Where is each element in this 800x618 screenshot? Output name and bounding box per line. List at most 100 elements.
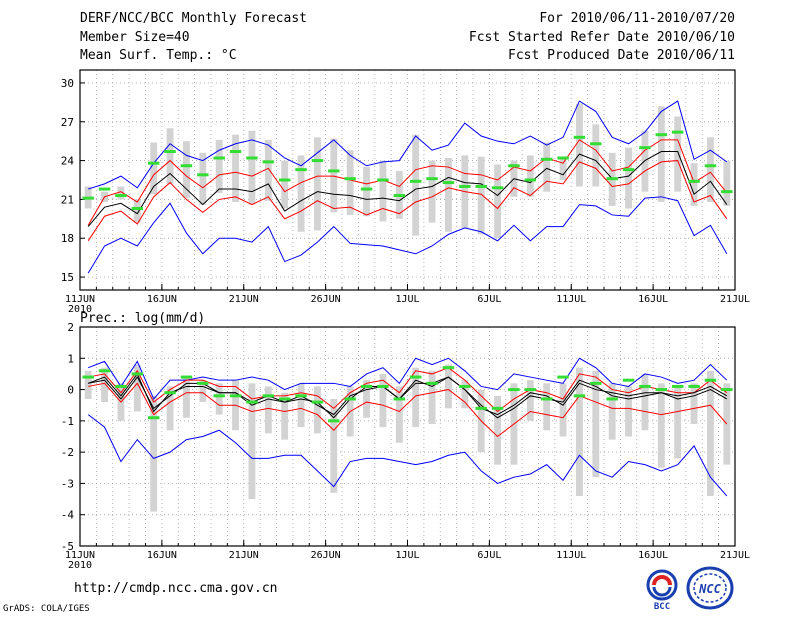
prec-ytick-label: -2 xyxy=(61,446,74,459)
temp-box xyxy=(674,116,682,192)
prec-box xyxy=(444,364,452,409)
temp-xtick-label: 11JUN xyxy=(65,294,95,305)
prec-ytick-label: -5 xyxy=(61,540,74,553)
temp-ytick-label: 18 xyxy=(61,232,74,245)
prec-ytick-label: -1 xyxy=(61,415,74,428)
bcc-logo: BCC xyxy=(646,569,678,611)
prec-series-median xyxy=(88,372,728,416)
temp-xtick-label: 16JUL xyxy=(638,294,668,305)
prec-box xyxy=(428,370,436,424)
prec-box xyxy=(248,383,256,500)
temp-box xyxy=(559,158,567,180)
prec-xtick-label: 26JUN xyxy=(311,550,341,561)
temp-box xyxy=(526,155,534,197)
prec-box xyxy=(575,367,583,496)
temp-xtick-label: 21JUL xyxy=(720,294,750,305)
prec-box xyxy=(625,386,633,437)
temp-xtick-label: 21JUN xyxy=(229,294,259,305)
temp-box xyxy=(182,141,190,199)
prec-box xyxy=(84,370,92,399)
prec-box xyxy=(559,383,567,437)
prec-box xyxy=(674,386,682,459)
temp-box xyxy=(313,137,321,231)
prec-series-mean xyxy=(88,376,728,419)
temp-box xyxy=(575,103,583,187)
prec-box xyxy=(297,383,305,428)
temp-series-max xyxy=(88,100,728,190)
prec-box xyxy=(641,373,649,431)
temp-xtick-label: 16JUN xyxy=(147,294,177,305)
temp-series-min xyxy=(87,196,728,274)
temp-box xyxy=(199,152,207,205)
prec-box xyxy=(379,373,387,428)
prec-box xyxy=(330,398,338,493)
prec-xtick-label: 21JUN xyxy=(229,550,259,561)
prec-ytick-label: -4 xyxy=(61,509,75,522)
temp-xtick-label: 26JUN xyxy=(311,294,341,305)
temp-box xyxy=(133,199,141,223)
prec-series-upper xyxy=(88,367,728,413)
prec-box xyxy=(199,380,207,403)
produced-date: Fcst Produced Date 2010/06/11 xyxy=(508,48,735,63)
temp-series-upper xyxy=(87,139,728,226)
temp-box xyxy=(330,138,338,213)
prec-ytick-label: -3 xyxy=(61,477,74,490)
temp-box xyxy=(248,130,256,205)
prec-box xyxy=(657,383,665,468)
temp-ytick-label: 21 xyxy=(61,193,74,206)
temp-box xyxy=(363,167,371,217)
prec-box xyxy=(526,380,534,421)
temp-box xyxy=(215,139,223,193)
temp-box xyxy=(543,142,551,192)
prec-box xyxy=(706,370,714,496)
temp-box xyxy=(657,106,665,202)
prec-ytick-label: 2 xyxy=(67,321,74,334)
temp-box xyxy=(379,160,387,222)
prec-box xyxy=(281,392,289,440)
prec-box xyxy=(166,386,174,431)
prec-box xyxy=(412,367,420,428)
temp-box xyxy=(428,160,436,223)
variable-label: Mean Surf. Temp.: °C xyxy=(80,48,237,63)
prec-box xyxy=(101,367,109,403)
refer-date: Fcst Started Refer Date 2010/06/10 xyxy=(468,30,735,45)
prec-xtick-label: 6JUL xyxy=(477,550,501,561)
prec-box xyxy=(461,380,469,409)
temp-ytick-label: 24 xyxy=(61,155,75,168)
prec-box xyxy=(363,380,371,418)
prec-box xyxy=(215,383,223,415)
temp-box xyxy=(723,160,731,206)
temp-box xyxy=(264,139,272,201)
prec-series-max xyxy=(88,357,728,400)
temp-box xyxy=(346,150,354,215)
temp-box xyxy=(150,142,158,195)
temp-box xyxy=(166,128,174,184)
temp-box xyxy=(477,156,485,235)
temp-ytick-label: 15 xyxy=(61,271,74,284)
temp-xtick-label: 11JUL xyxy=(556,294,586,305)
prec-series-min xyxy=(87,414,728,497)
temp-box xyxy=(297,155,305,232)
prec-xtick-label: 1JUL xyxy=(395,550,419,561)
temp-box xyxy=(444,158,452,232)
prec-box xyxy=(133,364,141,412)
prec-box xyxy=(494,395,502,465)
title: DERF/NCC/BCC Monthly Forecast xyxy=(80,11,307,26)
prec-xtick-sublabel: 2010 xyxy=(68,560,92,571)
prec-xtick-label: 11JUL xyxy=(556,550,586,561)
prec-xtick-label: 21JUL xyxy=(720,550,750,561)
temp-box xyxy=(625,147,633,209)
temp-box xyxy=(706,137,714,202)
temp-box xyxy=(494,164,502,239)
temp-box xyxy=(281,160,289,209)
ncc-logo-text: NCC xyxy=(698,582,721,596)
member-size: Member Size=40 xyxy=(80,30,190,45)
temp-series-mean xyxy=(87,151,728,227)
url-link[interactable]: http://cmdp.ncc.cma.gov.cn xyxy=(74,581,278,596)
prec-box xyxy=(182,377,190,418)
prec-box xyxy=(395,386,403,443)
temp-box xyxy=(232,134,240,202)
temp-xtick-label: 6JUL xyxy=(477,294,501,305)
